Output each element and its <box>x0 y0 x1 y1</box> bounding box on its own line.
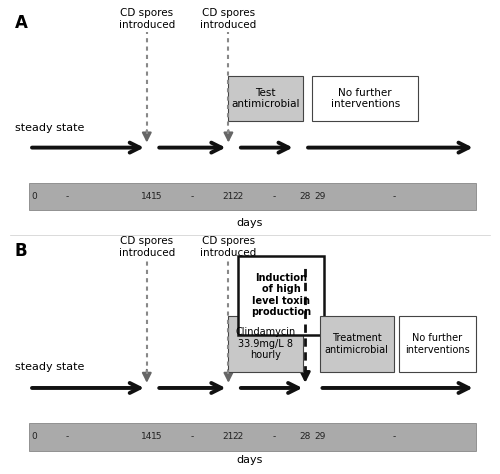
Text: 29: 29 <box>314 432 326 441</box>
Text: -: - <box>66 432 69 441</box>
Text: CD spores
introduced: CD spores introduced <box>118 8 175 29</box>
Bar <box>29 423 475 451</box>
Text: CD spores
introduced: CD spores introduced <box>200 8 256 29</box>
FancyBboxPatch shape <box>228 316 303 372</box>
Text: Treatment
antimicrobial: Treatment antimicrobial <box>325 333 388 355</box>
Text: 22: 22 <box>232 432 243 441</box>
Text: CD spores
introduced: CD spores introduced <box>200 237 256 258</box>
FancyBboxPatch shape <box>312 76 418 121</box>
FancyBboxPatch shape <box>320 316 394 372</box>
Text: 22: 22 <box>232 192 243 201</box>
Text: -: - <box>66 192 69 201</box>
Text: steady state: steady state <box>15 362 84 372</box>
Text: 21: 21 <box>222 432 234 441</box>
Text: 0: 0 <box>31 432 37 441</box>
Text: 15: 15 <box>150 192 162 201</box>
Text: days: days <box>237 218 263 228</box>
Text: -: - <box>392 432 396 441</box>
FancyBboxPatch shape <box>399 316 475 372</box>
FancyBboxPatch shape <box>238 255 324 335</box>
Text: 14: 14 <box>141 432 152 441</box>
Text: 28: 28 <box>300 192 311 201</box>
Text: days: days <box>237 455 263 465</box>
Text: steady state: steady state <box>15 123 84 133</box>
Text: -: - <box>191 192 194 201</box>
Text: -: - <box>272 432 276 441</box>
Text: 14: 14 <box>141 192 152 201</box>
FancyBboxPatch shape <box>228 76 303 121</box>
Text: 21: 21 <box>222 192 234 201</box>
Text: No further
interventions: No further interventions <box>330 88 400 109</box>
Text: 29: 29 <box>314 192 326 201</box>
Text: 0: 0 <box>31 192 37 201</box>
Text: -: - <box>191 432 194 441</box>
Text: -: - <box>272 192 276 201</box>
Text: Clindamycin
33.9mg/L 8
hourly: Clindamycin 33.9mg/L 8 hourly <box>236 327 296 360</box>
Text: A: A <box>15 14 28 32</box>
Text: Induction
of high
level toxin
production: Induction of high level toxin production <box>251 273 312 318</box>
Text: 28: 28 <box>300 432 311 441</box>
Text: -: - <box>392 192 396 201</box>
Text: CD spores
introduced: CD spores introduced <box>118 237 175 258</box>
Text: No further
interventions: No further interventions <box>405 333 469 355</box>
Text: 15: 15 <box>150 432 162 441</box>
Text: B: B <box>15 242 28 260</box>
Bar <box>29 183 475 210</box>
Text: Test
antimicrobial: Test antimicrobial <box>232 88 300 109</box>
